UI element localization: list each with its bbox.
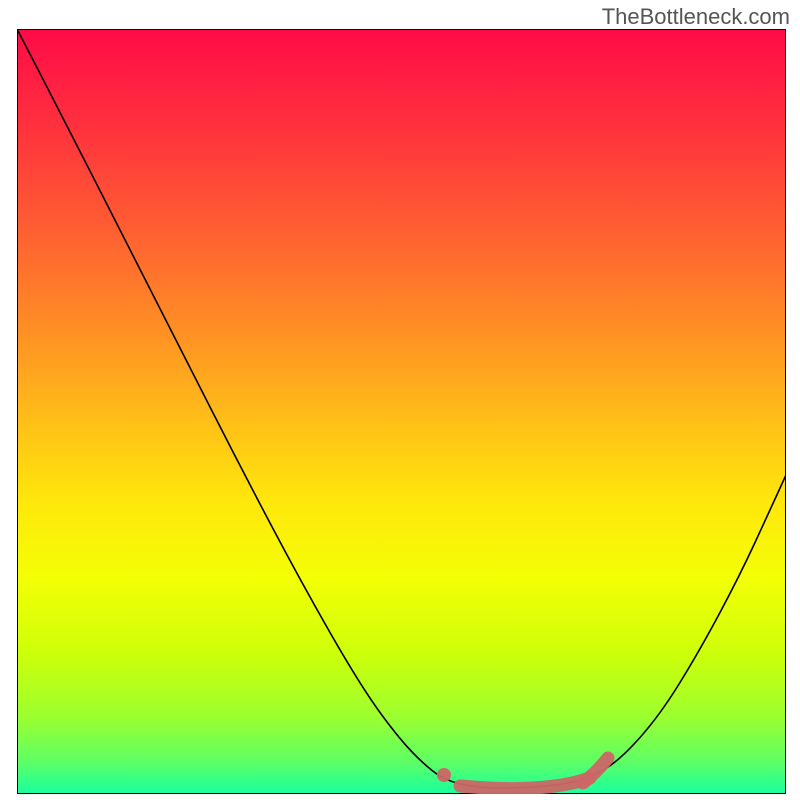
curve-layer xyxy=(0,0,800,800)
chart-container: TheBottleneck.com xyxy=(0,0,800,800)
gradient-background xyxy=(18,30,785,793)
watermark-text: TheBottleneck.com xyxy=(602,4,790,30)
